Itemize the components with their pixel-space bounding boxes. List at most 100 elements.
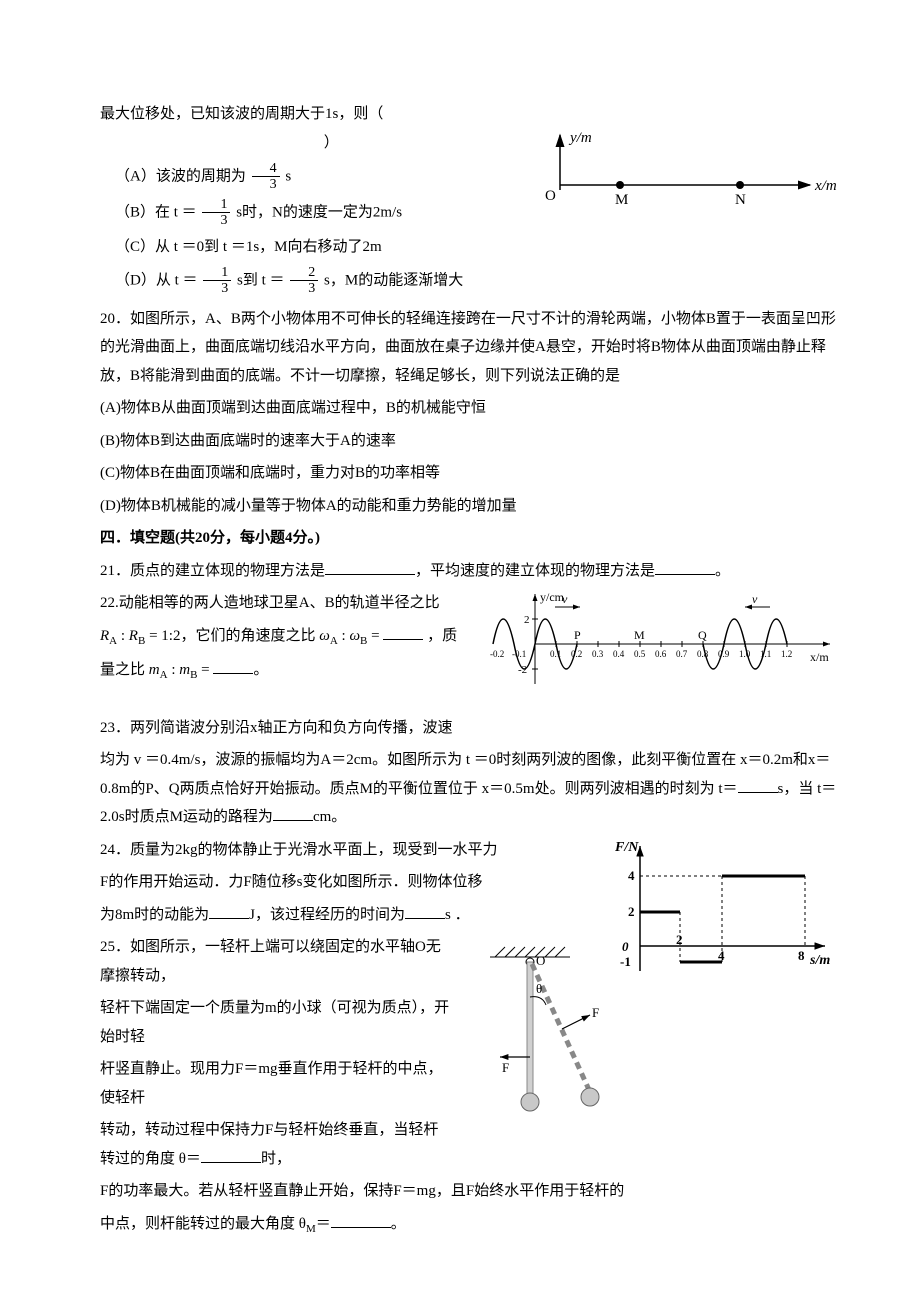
q21-blank2[interactable] (655, 559, 715, 575)
q22-b: 它们的角速度之比 (195, 628, 319, 644)
q25-i: 。 (391, 1216, 406, 1232)
p-label: P (574, 628, 581, 642)
q24-block: F/N s/m 4 2 0 -1 2 4 8 24．质量为2kg的物体静止于光滑… (100, 836, 840, 930)
q19-opt-a: （A）该波的周期为 4 3 s (100, 161, 510, 193)
q19-a-frac: 4 3 (252, 161, 280, 193)
q19-b-frac: 1 3 (202, 197, 230, 229)
q19-opt-b: （B）在 t ＝ 1 3 s时，N的速度一定为2m/s (100, 197, 510, 229)
q25-h: ＝ (316, 1216, 331, 1232)
omega-a: ω (319, 628, 330, 644)
svg-text:-0.2: -0.2 (490, 649, 504, 659)
ytick2: 2 (524, 614, 530, 626)
frac-den: 3 (290, 281, 318, 296)
q19-b-mid: s时，N的速度一定为2m/s (236, 204, 402, 220)
eq: = (367, 628, 383, 644)
y-axis-label: y/m (568, 130, 592, 146)
q25-e: 时， (261, 1151, 291, 1167)
frac-den: 3 (202, 213, 230, 228)
q23-blank1[interactable] (738, 777, 778, 793)
q19-d-frac1: 1 3 (203, 265, 231, 297)
t-eq: t ＝ (175, 272, 198, 288)
theta-label: θ (536, 981, 542, 996)
svg-text:1.1: 1.1 (760, 649, 771, 659)
q24-num: 24． (100, 842, 130, 858)
q22-num: 22. (100, 595, 119, 611)
q21-c: 。 (715, 563, 730, 579)
q24-c: 为8m时的动能为 (100, 907, 209, 923)
frac-den: 3 (203, 281, 231, 296)
svg-text:0.3: 0.3 (592, 649, 604, 659)
svg-text:2: 2 (628, 904, 635, 919)
point-m (616, 181, 624, 189)
svg-text:0.7: 0.7 (676, 649, 688, 659)
q19-b-pre: （B）在 (115, 204, 170, 220)
q22-block: y/cm x/m 2 -2 -0.2 -0.1 0.1 0.2 0.3 0.4 … (100, 589, 840, 685)
origin-label: O (545, 188, 556, 204)
m-b: m (179, 662, 190, 678)
svg-text:0: 0 (622, 939, 629, 954)
m-a: m (149, 662, 160, 678)
comma: ， (180, 628, 195, 644)
q25-gm: M (306, 1223, 316, 1235)
hatch (490, 947, 570, 957)
q19-stem-cont: 最大位移处，已知该波的周期大于1s，则（ ） (100, 100, 510, 157)
R-sym2: R (129, 628, 138, 644)
svg-text:4: 4 (628, 868, 635, 883)
q23-line1: 23．两列简谐波分别沿x轴正方向和负方向传播，波速 (100, 714, 840, 743)
q19-opt-d: （D）从 t ＝ 1 3 s到 t ＝ 2 3 s，M的动能逐渐增大 (100, 265, 510, 297)
q22-c: ，质 (427, 628, 457, 644)
q19-d-tail: s，M的动能逐渐增大 (324, 272, 463, 288)
o-label: O (536, 953, 545, 968)
ball-vertical (521, 1093, 539, 1111)
x-label: x/m (810, 650, 829, 664)
sm-label: s/m (809, 953, 830, 968)
q19-stem-close: ） (324, 135, 339, 151)
q20-opt-b: (B)物体B到达曲面底端时的速率大于A的速率 (100, 427, 840, 456)
q25-g: 中点，则杆能转过的最大角度 θ (100, 1216, 306, 1232)
t-eq: t ＝ (262, 272, 285, 288)
fn-label: F/N (614, 840, 639, 855)
q22-blank2[interactable] (213, 658, 253, 674)
q20-text: 如图所示，A、B两个小物体用不可伸长的轻绳连接跨在一尺寸不计的滑轮两端，小物体B… (100, 311, 836, 384)
point-n (736, 181, 744, 189)
q19-a-tail: s (285, 168, 291, 184)
q25-l5: F的功率最大。若从轻杆竖直静止开始，保持F＝mg，且F始终水平作用于轻杆的 (100, 1177, 840, 1206)
q20-opt-c: (C)物体B在曲面顶端和底端时，重力对B的功率相等 (100, 459, 840, 488)
q22-blank1[interactable] (383, 624, 423, 640)
v-right: v (752, 592, 758, 606)
q24-blank2[interactable] (405, 903, 445, 919)
f-label-h: F (502, 1060, 509, 1075)
q23-blank2[interactable] (273, 805, 313, 821)
q24-blank1[interactable] (209, 903, 249, 919)
q19-opt-c: （C）从 t ＝0到 t ＝1s，M向右移动了2m (100, 233, 510, 262)
q21-b: ，平均速度的建立体现的物理方法是 (415, 563, 655, 579)
q22-figure: y/cm x/m 2 -2 -0.2 -0.1 0.1 0.2 0.3 0.4 … (480, 589, 840, 710)
q23-d: cm。 (313, 809, 346, 825)
q19-axis-svg: y/m x/m O M N (520, 130, 840, 220)
q19-stem-text: 最大位移处，已知该波的周期大于1s，则（ (100, 106, 383, 122)
q20-opt-a: (A)物体B从曲面顶端到达曲面底端过程中，B的机械能守恒 (100, 394, 840, 423)
wave-svg: y/cm x/m 2 -2 -0.2 -0.1 0.1 0.2 0.3 0.4 … (480, 589, 840, 699)
rod-svg: O θ F F (450, 937, 610, 1137)
q25-figure: O θ F F (450, 937, 610, 1148)
q-label: Q (698, 628, 707, 642)
q25-blank1[interactable] (201, 1147, 261, 1163)
q23-b: 均为 v ＝0.4m/s，波源的振幅均为A＝2cm。如图所示为 t ＝0时刻两列… (100, 752, 830, 797)
ytick-2: -2 (518, 664, 527, 676)
q23-line2: 均为 v ＝0.4m/s，波源的振幅均为A＝2cm。如图所示为 t ＝0时刻两列… (100, 746, 840, 832)
colon: : (117, 628, 129, 644)
frac-num: 4 (252, 161, 280, 177)
colon3: : (168, 662, 180, 678)
q19-d-mid: s到 (237, 272, 258, 288)
omega-b: ω (349, 628, 360, 644)
rod-vertical (527, 962, 533, 1097)
q21-blank1[interactable] (325, 559, 415, 575)
q25-blank2[interactable] (331, 1212, 391, 1228)
t-eq: t ＝ (174, 204, 197, 220)
svg-text:-1: -1 (620, 954, 631, 969)
svg-text:1.2: 1.2 (781, 649, 792, 659)
q25-l6: 中点，则杆能转过的最大角度 θM＝ 。 (100, 1210, 840, 1240)
m-label: M (615, 192, 628, 208)
svg-text:2: 2 (676, 932, 683, 947)
section-4-title: 四．填空题(共20分，每小题4分。) (100, 524, 840, 553)
